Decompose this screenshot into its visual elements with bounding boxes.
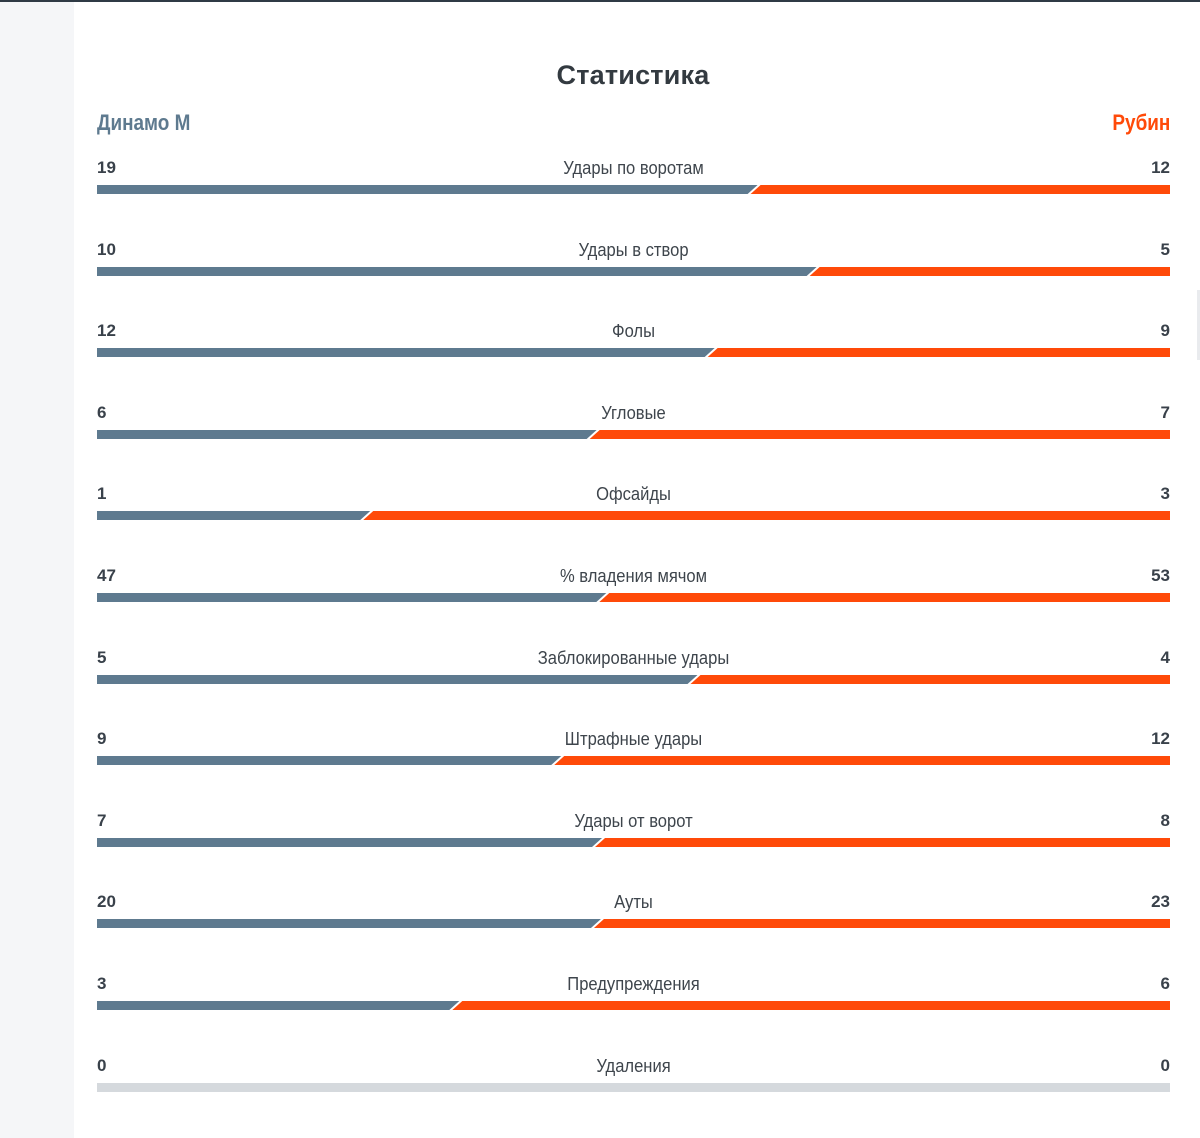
stat-label: % владения мячом — [559, 566, 708, 586]
away-stat-value: 6 — [1160, 974, 1170, 993]
stat-bar — [97, 185, 1170, 194]
stat-row: 9 Штрафные удары 12 — [97, 728, 1170, 788]
away-share-segment — [809, 266, 1170, 276]
stat-label: Заблокированные удары — [537, 647, 730, 668]
away-stat-value: 12 — [1151, 158, 1170, 177]
home-share-segment — [97, 837, 603, 847]
stat-bar — [97, 674, 1170, 684]
away-share-segment — [707, 348, 1170, 358]
away-stat-value: 9 — [1160, 321, 1170, 341]
away-stat-value: 3 — [1160, 484, 1170, 504]
home-team-name[interactable]: Динамо М — [97, 110, 191, 135]
stat-row: 3 Предупреждения 6 — [97, 973, 1170, 1033]
stat-bar — [97, 511, 1170, 521]
away-share-segment — [593, 919, 1170, 929]
away-share-segment — [363, 511, 1170, 521]
away-share-segment — [750, 185, 1170, 194]
stat-label: Предупреждения — [567, 974, 700, 994]
home-share-segment — [97, 511, 371, 521]
home-share-segment — [97, 266, 817, 276]
away-share-segment — [690, 674, 1170, 684]
home-stat-value: 47 — [97, 566, 116, 585]
home-stat-value: 3 — [97, 974, 107, 993]
home-share-segment — [97, 756, 562, 766]
stat-label: Удаления — [596, 1055, 671, 1076]
home-stat-value: 20 — [97, 892, 116, 912]
stat-bar — [97, 919, 1170, 929]
away-stat-value: 53 — [1151, 566, 1170, 585]
stat-bar — [97, 593, 1170, 602]
home-stat-value: 19 — [97, 158, 116, 177]
stat-row: 7 Удары от ворот 8 — [97, 810, 1170, 870]
away-stat-value: 8 — [1160, 810, 1170, 830]
home-stat-value: 7 — [97, 810, 107, 830]
stat-label: Угловые — [601, 402, 666, 423]
stat-row: 19 Удары по воротам 12 — [97, 157, 1170, 217]
home-share-segment — [97, 1001, 460, 1010]
away-share-segment — [589, 429, 1170, 439]
away-stat-value: 7 — [1160, 402, 1170, 422]
home-stat-value: 12 — [97, 321, 116, 341]
stat-bar — [97, 348, 1170, 358]
scrollbar[interactable] — [1197, 290, 1200, 360]
stat-label: Офсайды — [596, 484, 671, 505]
home-share-segment — [97, 919, 601, 929]
stat-row: 20 Ауты 23 — [97, 891, 1170, 951]
statistics-panel: Статистика Динамо М Рубин 19 Удары по вор… — [74, 2, 1200, 1138]
stat-row: 6 Угловые 7 — [97, 402, 1170, 462]
home-stat-value: 0 — [97, 1055, 107, 1075]
stat-label: Удары по воротам — [563, 158, 704, 178]
stat-bar-empty — [97, 1082, 1170, 1092]
home-share-segment — [97, 674, 698, 684]
away-stat-value: 12 — [1151, 729, 1170, 749]
stat-bar — [97, 1001, 1170, 1010]
away-stat-value: 23 — [1151, 892, 1170, 912]
stat-row: 5 Заблокированные удары 4 — [97, 647, 1170, 707]
top-border — [0, 0, 1200, 2]
stat-row: 0 Удаления 0 — [97, 1055, 1170, 1115]
away-share-segment — [595, 837, 1170, 847]
home-share-segment — [97, 593, 607, 602]
away-stat-value: 5 — [1160, 239, 1170, 259]
home-stat-value: 6 — [97, 402, 107, 422]
home-share-segment — [97, 185, 758, 194]
stat-label: Штрафные удары — [564, 729, 703, 750]
home-stat-value: 5 — [97, 647, 107, 667]
stat-bar — [97, 756, 1170, 766]
home-share-segment — [97, 348, 715, 358]
stat-bar — [97, 266, 1170, 276]
stat-row: 1 Офсайды 3 — [97, 483, 1170, 543]
home-share-segment — [97, 429, 597, 439]
away-stat-value: 4 — [1160, 647, 1170, 667]
stat-bar — [97, 837, 1170, 847]
stat-row: 47 % владения мячом 53 — [97, 565, 1170, 625]
stat-row: 10 Удары в створ 5 — [97, 239, 1170, 299]
away-stat-value: 0 — [1160, 1055, 1170, 1075]
stat-bar — [97, 429, 1170, 439]
stat-label: Ауты — [614, 892, 653, 913]
stat-row: 12 Фолы 9 — [97, 320, 1170, 380]
away-team-name[interactable]: Рубин — [1112, 110, 1170, 135]
stat-label: Удары от ворот — [574, 810, 693, 831]
home-stat-value: 9 — [97, 729, 107, 749]
stat-label: Фолы — [611, 321, 656, 342]
away-share-segment — [554, 756, 1170, 766]
home-stat-value: 10 — [97, 239, 116, 259]
home-stat-value: 1 — [97, 484, 107, 504]
away-share-segment — [599, 593, 1170, 602]
page-title: Статистика — [556, 60, 710, 90]
stat-label: Удары в створ — [578, 239, 689, 260]
away-share-segment — [452, 1001, 1170, 1010]
